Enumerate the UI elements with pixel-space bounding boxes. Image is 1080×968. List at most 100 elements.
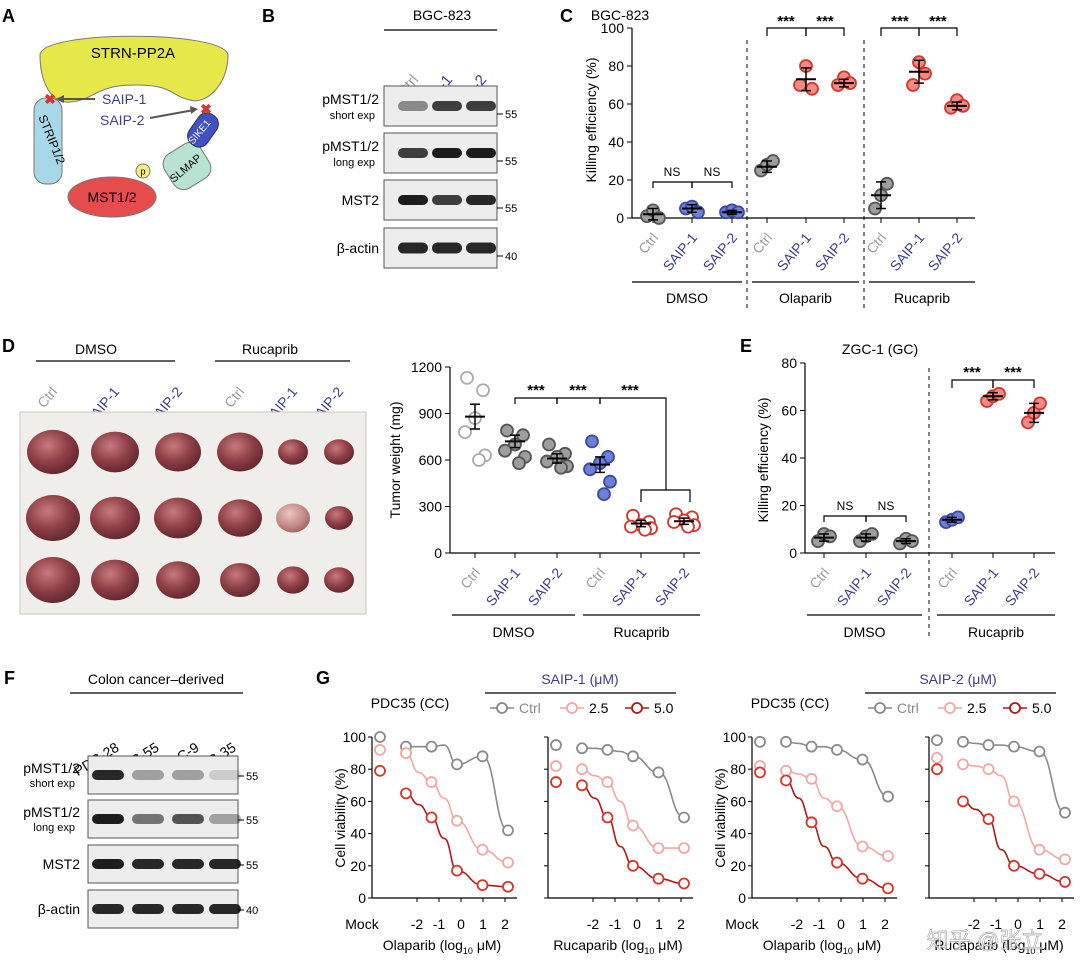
panel-d-sig-bracket-3 xyxy=(599,397,667,404)
panel-c-group-label-1: DMSO xyxy=(666,290,708,306)
panel-g-plot-3-point-2-6 xyxy=(831,800,843,813)
panel-g-plot-3-point-2-7 xyxy=(856,840,869,853)
panel-f-blots: pMST1/2 short exp 55 pMST1/2 long exp 55 MST2 5… xyxy=(23,755,258,929)
panel-g-plot-2-point-3-6 xyxy=(627,859,639,872)
panel-f-row-label-1: pMST1/2 xyxy=(23,760,80,776)
panel-g-right-title: PDC35 (CC) xyxy=(751,695,830,711)
panel-f-blot-2-band-2 xyxy=(132,814,164,824)
panel-e-ylabel: Killing efficiency (%) xyxy=(755,397,771,522)
panel-g-plot-1-ytick-label-2: 40 xyxy=(350,826,366,842)
panel-b-letter: B xyxy=(262,6,275,26)
tumor-1-2 xyxy=(91,431,139,473)
panel-g-plot-2-xlabel-part-2: 10 xyxy=(644,946,654,956)
panel-d-group-dmso: DMSO xyxy=(75,341,117,357)
panel-d: D DMSO Rucaprib Ctrl SAIP-1 SAIP-2 Ctrl SAIP… xyxy=(2,336,701,640)
panel-g-plot-4-point-2-1 xyxy=(931,752,943,764)
panel-g-plot-4-xtick-label-4: 1 xyxy=(1036,916,1044,932)
panel-c-sig-3: *** xyxy=(891,13,909,30)
panel-g-plot-3-point-3-4 xyxy=(805,816,818,829)
panel-c-xlabel-8: SAIP-1 xyxy=(887,229,928,273)
panel-g-plot-3-xtick-label-2: -1 xyxy=(813,916,826,932)
panel-g-legend-1-label-3: 5.0 xyxy=(654,700,674,716)
panel-g-plot-4-point-1-1 xyxy=(931,734,943,747)
tumor-3-3 xyxy=(156,561,200,599)
panel-g-plot-3-point-3-8 xyxy=(882,882,894,895)
panel-b-cell: BGC-823 xyxy=(413,7,472,23)
panel-g-legend-2-label-3: 5.0 xyxy=(1032,700,1052,716)
panel-b-blot-3-band-1 xyxy=(398,195,428,205)
panel-c-ytick-label-3: 60 xyxy=(608,96,624,112)
panel-g-plot-4-point-1-6 xyxy=(1008,740,1020,753)
panel-g-plot-3-point-2-8 xyxy=(882,850,894,863)
panel-g-plot-4-xtick-label-5: 2 xyxy=(1058,916,1066,932)
panel-c-xlabel-2: SAIP-1 xyxy=(660,229,701,273)
panel-b-blot-1-band-1 xyxy=(398,101,428,111)
panel-d-photo-label-1: Ctrl xyxy=(34,384,60,411)
x-mark-2: ✖ xyxy=(200,101,212,117)
panel-g-plot-4-point-2-4 xyxy=(982,763,995,776)
watermark: 知乎 @张立 xyxy=(927,928,1043,953)
panel-g-legend-2-marker-2 xyxy=(944,702,956,714)
mst-label: MST1/2 xyxy=(87,189,136,205)
panel-b-mw-3: 55 xyxy=(505,203,517,215)
panel-e-ytick-label-4: 80 xyxy=(781,355,797,371)
panel-g-plot-3-xlabel-part-2: 10 xyxy=(843,946,853,956)
panel-e-xlabel-3: SAIP-2 xyxy=(874,564,915,608)
panel-g-legends: Ctrl 2.5 5.0 Ctrl 2.5 5.0 xyxy=(490,700,1052,716)
panel-g-legend-1-marker-3 xyxy=(631,702,643,714)
panel-g-legend-1-marker-1 xyxy=(496,702,508,714)
panel-g-plot-3-point-1-4 xyxy=(805,740,818,753)
panel-a: A STRN-PP2A STRIP1/2 SLMAP SIKE1 MST1/2 … xyxy=(2,6,229,218)
panel-g-plot-2-xlabel-part-1: Rucaparib (log xyxy=(553,937,644,953)
panel-b-blot-3-band-3 xyxy=(466,195,496,205)
tumor-1-4 xyxy=(217,432,263,472)
panel-g-plot-2-point-1-8 xyxy=(678,811,690,824)
panel-g-plot-1-ytick-label-4: 80 xyxy=(350,761,366,777)
panel-d-point-1-6 xyxy=(472,453,486,467)
panel-g-plot-4-point-1-8 xyxy=(1059,806,1071,819)
panel-g-plot-1-xtick-label-4: 1 xyxy=(479,916,487,932)
panel-e-group-label-2: Rucaprib xyxy=(968,624,1024,640)
panel-g-plot-3-point-3-2 xyxy=(780,774,792,787)
panel-c-ytick-label-2: 40 xyxy=(608,134,624,150)
panel-g-plot-4-point-3-1 xyxy=(931,763,943,776)
panel-c-sig-2: *** xyxy=(816,13,834,30)
panel-e-ytick-label-0: 0 xyxy=(789,545,797,561)
panel-c-ytick-label-0: 0 xyxy=(616,210,624,226)
panel-g-plot-4-point-3-2 xyxy=(957,795,969,808)
panel-g-plot-2-point-1-7 xyxy=(652,766,665,779)
panel-d-photo-label-4: Ctrl xyxy=(221,384,247,411)
x-mark-1: ✖ xyxy=(44,91,56,107)
panel-d-plot-group-label-2: Rucaprib xyxy=(613,624,669,640)
panel-c-ns-1: NS xyxy=(664,165,681,179)
panel-b-mw-2: 55 xyxy=(505,156,517,168)
panel-g-plot-1-point-2-2 xyxy=(400,747,412,759)
panel-g-plot-1-point-3-8 xyxy=(502,880,514,893)
phospho-label: p xyxy=(140,167,145,177)
panel-d-point-1-4 xyxy=(458,425,472,440)
panel-d-point-2-1 xyxy=(500,423,514,438)
panel-g-plot-3-point-2-2 xyxy=(780,764,792,777)
panel-g-plot-3-curve-2 xyxy=(785,770,889,857)
panel-e-ns-bracket-2 xyxy=(865,515,907,522)
panel-g-legend-1-label-2: 2.5 xyxy=(589,700,609,716)
panel-d-letter: D xyxy=(2,336,15,356)
tumor-3-4 xyxy=(220,563,260,597)
panel-g-plot-3-ytick-label-0: 0 xyxy=(738,890,746,906)
tumor-1-1 xyxy=(27,429,79,475)
panel-b-blot-1-band-2 xyxy=(432,101,462,111)
panel-g-plot-1-point-3-2 xyxy=(400,787,412,800)
panel-d-point-2-4 xyxy=(498,443,512,458)
panel-g-legend-2-label-2: 2.5 xyxy=(967,700,987,716)
panel-g-plot-2-point-2-6 xyxy=(627,819,639,832)
panel-d-xlabel-3: SAIP-2 xyxy=(525,564,566,608)
panel-f-row-label-2: pMST1/2 xyxy=(23,804,80,820)
panel-g-letter: G xyxy=(316,668,330,688)
panel-d-ylabel: Tumor weight (mg) xyxy=(387,402,403,519)
panel-g-plot-3-xlabel-part-3: μM) xyxy=(853,937,881,953)
panel-g-plot-4-point-3-6 xyxy=(1008,859,1020,872)
panel-e-ytick-label-3: 60 xyxy=(781,403,797,419)
panel-g-plot-4-curve-2 xyxy=(962,763,1066,861)
panel-e-point-5-3 xyxy=(992,386,1006,401)
